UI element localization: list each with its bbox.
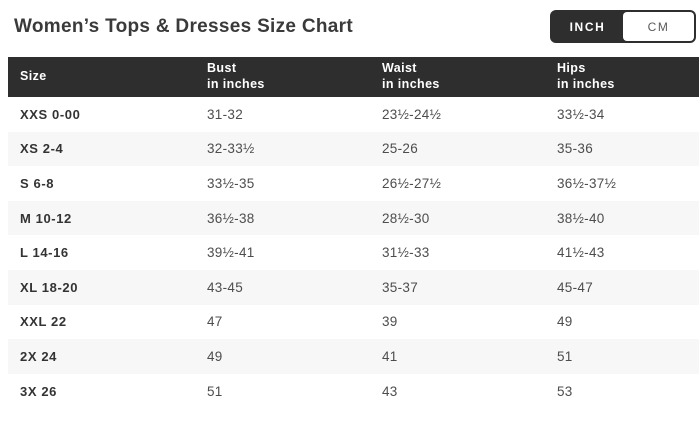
bust-cell: 43-45 <box>207 279 244 295</box>
waist-cell: 41 <box>382 348 398 364</box>
hips-cell: 51 <box>557 348 573 364</box>
size-cell: 3X 26 <box>20 383 57 399</box>
bust-cell: 33½-35 <box>207 175 255 191</box>
column-header-bust: Bust in inches <box>207 61 265 91</box>
bust-cell: 31-32 <box>207 106 244 122</box>
waist-cell: 23½-24½ <box>382 106 442 122</box>
waist-cell: 26½-27½ <box>382 175 442 191</box>
bust-cell: 36½-38 <box>207 210 255 226</box>
size-cell: XL 18-20 <box>20 279 79 295</box>
waist-cell: 31½-33 <box>382 245 430 261</box>
table-row: M 10-12 36½-38 28½-30 38½-40 <box>8 200 699 236</box>
waist-cell: 35-37 <box>382 279 419 295</box>
hips-cell: 38½-40 <box>557 210 605 226</box>
size-cell: M 10-12 <box>20 210 72 226</box>
hips-cell: 45-47 <box>557 279 594 295</box>
page-header: Women’s Tops & Dresses Size Chart INCH C… <box>0 0 699 47</box>
page-title: Women’s Tops & Dresses Size Chart <box>14 15 353 37</box>
inch-toggle-button[interactable]: INCH <box>552 12 623 41</box>
bust-cell: 47 <box>207 314 223 330</box>
waist-cell: 28½-30 <box>382 210 430 226</box>
hips-cell: 35-36 <box>557 141 594 157</box>
unit-toggle[interactable]: INCH CM <box>550 10 696 43</box>
column-header-hips: Hips in inches <box>557 61 615 91</box>
column-header-size: Size <box>20 69 47 84</box>
size-cell: L 14-16 <box>20 245 69 261</box>
cm-toggle-button[interactable]: CM <box>623 12 694 41</box>
bust-cell: 39½-41 <box>207 245 255 261</box>
waist-cell: 25-26 <box>382 141 419 157</box>
hips-cell: 53 <box>557 383 573 399</box>
hips-cell: 36½-37½ <box>557 175 617 191</box>
table-row: XXL 22 47 39 49 <box>8 304 699 340</box>
table-row: XL 18-20 43-45 35-37 45-47 <box>8 269 699 305</box>
table-header-row: Size Bust in inches Waist in inches Hips… <box>8 57 699 97</box>
size-chart-table: Size Bust in inches Waist in inches Hips… <box>8 57 699 409</box>
hips-cell: 33½-34 <box>557 106 605 122</box>
column-header-waist: Waist in inches <box>382 61 440 91</box>
table-row: S 6-8 33½-35 26½-27½ 36½-37½ <box>8 166 699 201</box>
table-row: XXS 0-00 31-32 23½-24½ 33½-34 <box>8 97 699 132</box>
bust-cell: 32-33½ <box>207 141 255 157</box>
bust-cell: 51 <box>207 383 223 399</box>
table-row: L 14-16 39½-41 31½-33 41½-43 <box>8 235 699 270</box>
size-cell: 2X 24 <box>20 348 57 364</box>
bust-cell: 49 <box>207 348 223 364</box>
table-row: XS 2-4 32-33½ 25-26 35-36 <box>8 131 699 167</box>
size-cell: XXL 22 <box>20 314 67 330</box>
waist-cell: 43 <box>382 383 398 399</box>
hips-cell: 49 <box>557 314 573 330</box>
size-cell: S 6-8 <box>20 175 55 191</box>
table-row: 2X 24 49 41 51 <box>8 339 699 374</box>
size-cell: XXS 0-00 <box>20 106 81 122</box>
hips-cell: 41½-43 <box>557 245 605 261</box>
waist-cell: 39 <box>382 314 398 330</box>
table-body: XXS 0-00 31-32 23½-24½ 33½-34 XS 2-4 32-… <box>8 97 699 409</box>
table-row: 3X 26 51 43 53 <box>8 373 699 409</box>
size-cell: XS 2-4 <box>20 141 64 157</box>
